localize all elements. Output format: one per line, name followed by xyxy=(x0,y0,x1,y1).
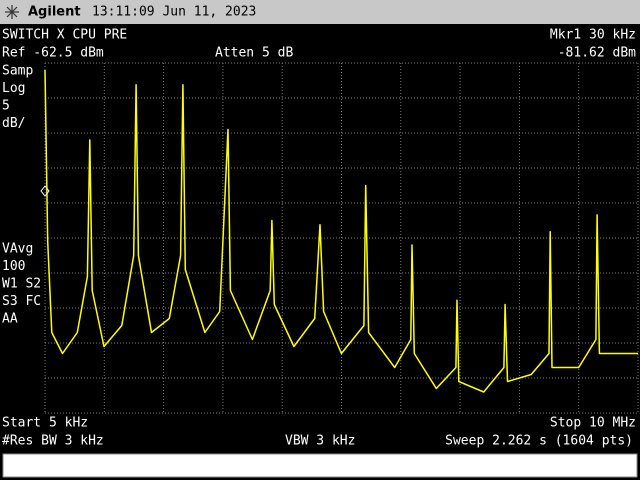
trace-title: SWITCH X CPU PRE xyxy=(2,28,127,43)
avg-label: 100 xyxy=(2,259,25,274)
avg-label: AA xyxy=(2,312,18,327)
vbw: VBW 3 kHz xyxy=(285,434,355,449)
brand: Agilent xyxy=(28,5,81,20)
stop-freq: Stop 10 MHz xyxy=(550,416,636,431)
avg-label: VAvg xyxy=(2,242,33,257)
scale-label: 5 xyxy=(2,99,10,114)
marker-freq: Mkr1 30 kHz xyxy=(550,28,636,43)
avg-label: S3 FC xyxy=(2,294,41,309)
ref-level: Ref -62.5 dBm xyxy=(2,46,104,61)
title-bar xyxy=(0,0,640,24)
start-freq: Start 5 kHz xyxy=(2,416,88,431)
scale-label: Samp xyxy=(2,64,33,79)
graticule xyxy=(44,62,639,414)
attenuation: Atten 5 dB xyxy=(215,46,293,61)
marker-diamond xyxy=(40,185,50,197)
status-bar xyxy=(2,453,638,478)
avg-label: W1 S2 xyxy=(2,277,41,292)
scale-label: Log xyxy=(2,81,25,96)
trace xyxy=(44,69,638,393)
marker-value: -81.62 dBm xyxy=(558,46,636,61)
left-labels: Samp Log 5 dB/VAvg 100 W1 S2 S3 FC AA xyxy=(2,64,41,327)
logo xyxy=(5,5,19,19)
sweep: Sweep 2.262 s (1604 pts) xyxy=(445,434,633,449)
plot xyxy=(40,69,638,393)
timestamp: 13:11:09 Jun 11, 2023 xyxy=(92,5,256,20)
scale-label: dB/ xyxy=(2,116,25,131)
res-bw: #Res BW 3 kHz xyxy=(2,434,104,449)
